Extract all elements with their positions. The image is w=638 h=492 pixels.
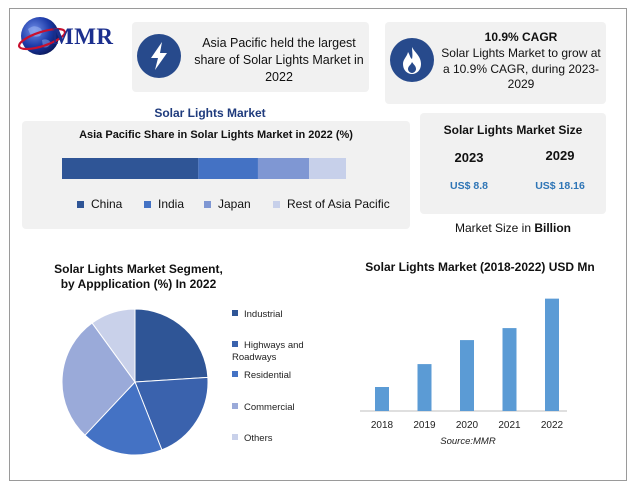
legend-swatch xyxy=(144,200,151,208)
share-segment-japan xyxy=(257,158,310,179)
legend-item-india: India xyxy=(144,197,184,211)
column-chart-title: Solar Lights Market (2018-2022) USD Mn xyxy=(365,260,595,274)
column-bar-2018 xyxy=(375,387,389,411)
share-segment-rest-of-asia-pacific xyxy=(309,158,346,179)
legend-item-japan: Japan xyxy=(204,197,251,211)
lightning-bolt-icon xyxy=(137,34,181,78)
column-bar-2021 xyxy=(502,328,517,411)
cagr-text: Solar Lights Market to grow at a 10.9% C… xyxy=(441,46,601,91)
logo-text: MMR xyxy=(52,24,114,49)
legend-item-rest-of-asia-pacific: Rest of Asia Pacific xyxy=(273,197,390,211)
section-title: Solar Lights Market xyxy=(154,106,266,120)
column-bar-2020 xyxy=(460,340,474,411)
pie-legend-label: Residential xyxy=(244,370,291,381)
footnote-prefix: Market Size in xyxy=(454,221,535,235)
footnote-unit: Billion xyxy=(534,221,572,235)
pie-legend-highways: Highways and Roadways xyxy=(232,340,312,364)
x-tick-label-2019: 2019 xyxy=(413,420,436,431)
pie-legend-label: Industrial xyxy=(244,309,283,320)
top-right-panel: 10.9% CAGR Solar Lights Market to grow a… xyxy=(385,22,606,104)
infographic-frame xyxy=(9,8,627,481)
legend-swatch xyxy=(77,200,84,208)
share-chart-title: Asia Pacific Share in Solar Lights Marke… xyxy=(79,129,353,141)
asia-pacific-share-text: Asia Pacific held the largest share of S… xyxy=(194,36,364,84)
share-segment-india xyxy=(198,158,258,179)
pie-legend-industrial: Industrial xyxy=(232,309,283,321)
top-left-panel: Asia Pacific held the largest share of S… xyxy=(132,22,369,92)
asia-pacific-share-panel: Asia Pacific Share in Solar Lights Marke… xyxy=(22,121,410,229)
pie-legend-label: Others xyxy=(244,433,273,444)
flame-icon xyxy=(390,38,434,82)
pie-title-line1: Solar Lights Market Segment, xyxy=(54,262,223,276)
market-size-footnote: Market Size in Billion xyxy=(420,221,606,235)
column-bar-2022 xyxy=(545,298,559,411)
cagr-headline: 10.9% CAGR xyxy=(484,30,558,44)
pie-slice-highways-and-roadways xyxy=(134,376,209,451)
pie-legend-commercial: Commercial xyxy=(232,402,295,414)
pie-chart-title: Solar Lights Market Segment, by Appplica… xyxy=(46,262,231,292)
legend-swatch xyxy=(232,341,238,347)
x-tick-label-2018: 2018 xyxy=(371,420,394,431)
legend-item-china: China xyxy=(77,197,122,211)
pie-slice-industrial xyxy=(134,308,209,383)
pie-slice-others xyxy=(91,308,136,384)
stacked-share-chart xyxy=(62,158,346,179)
globe-icon xyxy=(17,17,67,55)
value-2023: US$ 8.8 xyxy=(450,180,488,192)
legend-swatch xyxy=(232,310,238,316)
value-2029: US$ 18.16 xyxy=(535,180,585,192)
market-size-title: Solar Lights Market Size xyxy=(443,123,583,137)
share-segment-china xyxy=(62,158,199,179)
legend-swatch xyxy=(232,403,238,409)
x-tick-label-2020: 2020 xyxy=(456,420,479,431)
market-column-chart: 2018 2019 2020 2021 2022 Source:MMR xyxy=(360,298,567,447)
pie-slice-residential xyxy=(84,381,163,456)
legend-label-rest: Rest of Asia Pacific xyxy=(287,197,390,211)
legend-label-japan: Japan xyxy=(218,197,251,211)
pie-legend-label: Commercial xyxy=(244,402,295,413)
year-2023: 2023 xyxy=(454,150,484,165)
pie-title-line2: by Appplication (%) In 2022 xyxy=(60,277,217,291)
legend-swatch xyxy=(273,200,280,208)
x-tick-label-2022: 2022 xyxy=(541,420,564,431)
source-note: Source:MMR xyxy=(440,436,496,447)
pie-legend-others: Others xyxy=(232,433,273,445)
legend-swatch xyxy=(232,371,238,377)
application-pie-chart xyxy=(61,308,209,456)
pie-slice-commercial xyxy=(61,322,136,436)
market-size-panel: Solar Lights Market Size 2023 2029 US$ 8… xyxy=(420,113,606,214)
mmr-logo xyxy=(16,12,136,62)
column-bar-2019 xyxy=(417,364,432,411)
legend-swatch xyxy=(232,434,238,440)
pie-legend-label: Highways and Roadways xyxy=(232,340,304,363)
pie-legend-residential: Residential xyxy=(232,370,291,382)
x-tick-label-2021: 2021 xyxy=(498,420,521,431)
legend-label-china: China xyxy=(91,197,123,211)
legend-swatch xyxy=(204,200,211,208)
year-2029: 2029 xyxy=(545,148,575,163)
legend-label-india: India xyxy=(158,197,185,211)
